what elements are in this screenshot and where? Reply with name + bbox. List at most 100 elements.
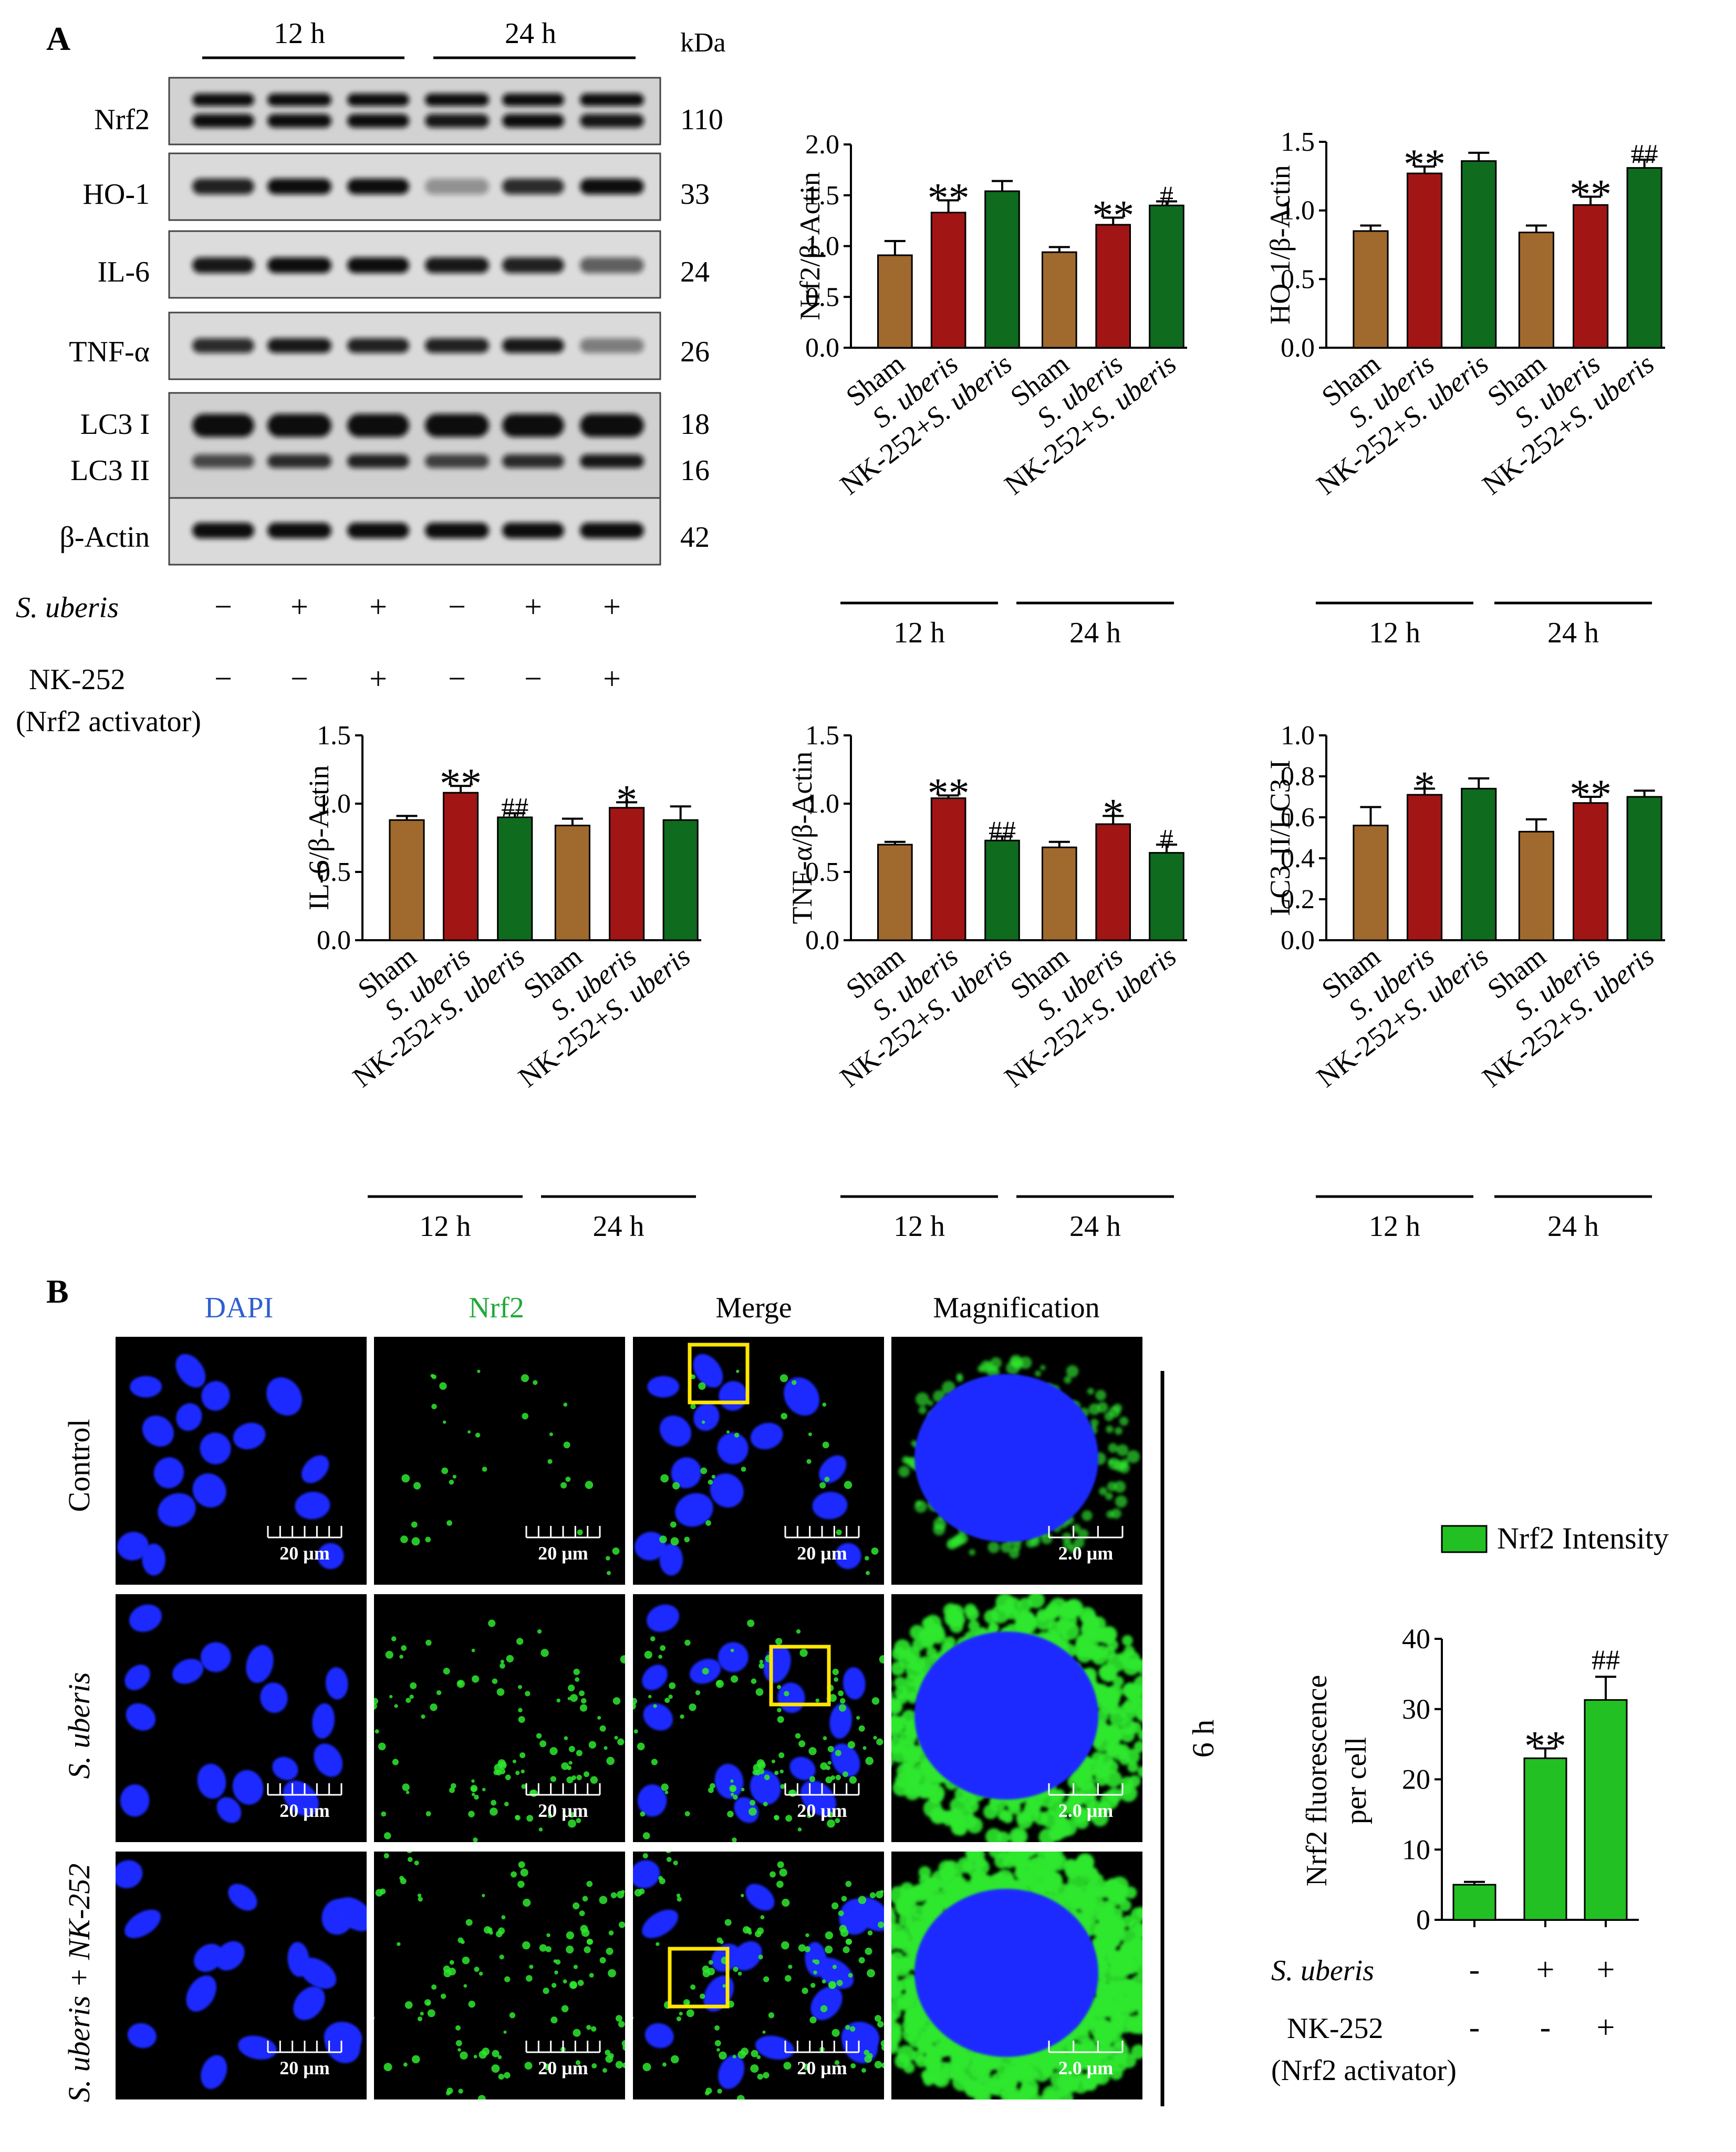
nrf2-signal xyxy=(1130,1658,1142,1670)
nrf2-signal xyxy=(383,1853,389,1859)
nrf2-signal xyxy=(825,1776,833,1784)
significance-mark: ** xyxy=(440,761,482,807)
nrf2-signal xyxy=(741,1467,746,1472)
scale-bar: 20 μm xyxy=(525,2041,601,2078)
nrf2-signal xyxy=(973,2089,991,2099)
nrf2-signal xyxy=(730,1793,734,1796)
nrf2-signal xyxy=(954,1883,971,1900)
nrf2-signal xyxy=(551,1983,557,1988)
nrf2-signal xyxy=(579,1690,585,1697)
nrf2-signal xyxy=(462,1956,470,1964)
nrf2-signal xyxy=(1035,1370,1041,1377)
nrf2-signal xyxy=(1091,1936,1107,1952)
nrf2-signal xyxy=(913,2009,926,2022)
blot-band xyxy=(192,179,254,194)
nrf2-signal xyxy=(720,1940,724,1945)
bar-nk-252-s-uberis-24-h xyxy=(1626,796,1662,941)
blot-band xyxy=(580,257,644,273)
nrf2-signal xyxy=(1114,1427,1122,1435)
nrf2-signal xyxy=(715,1679,724,1688)
nrf2-signal xyxy=(780,1784,785,1789)
nrf2-signal xyxy=(1056,1803,1068,1816)
nrf2-signal xyxy=(1137,1766,1142,1778)
nrf2-signal xyxy=(403,2062,408,2067)
nrf2-signal xyxy=(378,1742,386,1751)
nucleus xyxy=(914,1631,1098,1800)
nrf2-signal xyxy=(538,1827,543,1832)
nrf2-signal xyxy=(906,1773,921,1787)
nrf2-signal xyxy=(741,1894,744,1897)
nrf2-signal xyxy=(950,2064,963,2078)
nrf2-signal xyxy=(499,1761,507,1770)
significance-mark: ** xyxy=(1524,1723,1566,1770)
nrf2-signal xyxy=(573,1668,580,1676)
nrf2-signal xyxy=(442,1420,446,1424)
bar-s-uberis-12-h xyxy=(1406,172,1443,349)
y-tick-label: 0.0 xyxy=(317,926,351,955)
nrf2-signal xyxy=(388,1843,396,1850)
nrf2-signal xyxy=(804,1946,810,1952)
nucleus xyxy=(287,1942,309,1977)
nrf2-signal xyxy=(831,2029,840,2037)
nrf2-signal xyxy=(777,1685,781,1689)
y-axis-label-line1: Nrf2 fluorescence xyxy=(1301,1675,1333,1887)
nrf2-signal xyxy=(1111,1745,1127,1761)
nrf2-signal xyxy=(406,1698,411,1703)
nrf2-signal xyxy=(504,2072,511,2079)
nrf2-signal xyxy=(561,2005,569,2012)
nrf2-signal xyxy=(783,2062,792,2070)
nrf2-signal xyxy=(1143,1999,1159,2015)
nrf2-signal xyxy=(903,2062,915,2074)
nrf2-signal xyxy=(737,2050,746,2059)
y-tick-label: 1.0 xyxy=(1281,196,1315,226)
nrf2-signal xyxy=(563,1402,568,1407)
nrf2-signal xyxy=(473,1837,478,1842)
nrf2-signal xyxy=(845,2025,850,2030)
nrf2-signal xyxy=(563,1441,570,1449)
scale-bar-label: 20 μm xyxy=(279,2057,329,2078)
nrf2-signal xyxy=(834,2060,840,2065)
y-tick-label: 0.2 xyxy=(1281,885,1315,914)
nrf2-signal xyxy=(838,1910,844,1916)
nrf2-signal xyxy=(491,2064,500,2073)
nrf2-signal xyxy=(628,1915,632,1918)
nrf2-signal xyxy=(591,2063,597,2069)
nrf2-signal xyxy=(843,1771,848,1777)
y-tick-label: 1.5 xyxy=(1281,127,1315,157)
group-label-12-h: 12 h xyxy=(1369,617,1420,649)
nrf2-signal xyxy=(795,1733,801,1739)
nrf2-signal xyxy=(549,1747,558,1755)
nrf2-signal xyxy=(926,1647,938,1658)
significance-mark: # xyxy=(1160,181,1173,211)
bar-sham-12-h xyxy=(1353,825,1389,941)
nrf2-signal xyxy=(477,1369,481,1373)
nrf2-signal xyxy=(902,1681,920,1700)
scale-bar: 20 μm xyxy=(267,2041,342,2078)
nrf2-signal xyxy=(544,2063,552,2071)
timepoint-12h-label: 12 h xyxy=(274,17,325,50)
nrf2-signal xyxy=(1084,2054,1098,2068)
nucleus xyxy=(675,1493,713,1527)
nrf2-signal xyxy=(797,1827,802,1832)
nrf2-signal xyxy=(547,1459,553,1464)
nrf2-signal xyxy=(947,1604,964,1621)
significance-mark: * xyxy=(616,777,637,823)
nrf2-signal xyxy=(803,2063,810,2071)
nrf2-signal xyxy=(806,1459,812,1464)
blot-band xyxy=(347,338,409,353)
nrf2-signal xyxy=(660,1645,666,1651)
group-label-24-h: 24 h xyxy=(1547,617,1599,649)
nrf2-signal xyxy=(500,1663,505,1669)
scale-bar-label: 20 μm xyxy=(797,1543,847,1564)
nrf2-signal xyxy=(518,1708,523,1712)
nrf2-signal xyxy=(404,2001,413,2009)
nucleus xyxy=(153,1457,184,1489)
nrf2-signal xyxy=(1057,2091,1074,2099)
nrf2-signal xyxy=(927,1877,942,1893)
row-label-s-uberis: S. uberis xyxy=(62,1672,96,1779)
nrf2-signal xyxy=(653,1704,657,1708)
nrf2-signal xyxy=(621,2040,625,2047)
nucleus xyxy=(192,1473,226,1508)
group-label-24-h: 24 h xyxy=(1547,1210,1599,1243)
nrf2-signal xyxy=(717,2088,722,2094)
